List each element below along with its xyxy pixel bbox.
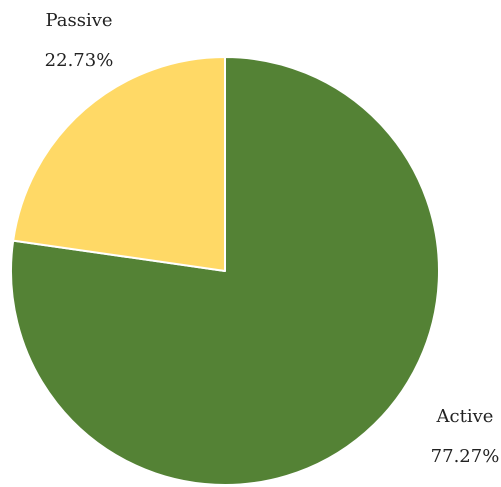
pie-labels: Passive 22.73% Active 77.27%	[45, 10, 500, 467]
slice-label-passive-percent: 22.73%	[45, 50, 114, 71]
pie-slice-passive	[12, 56, 226, 272]
pie-slices	[10, 56, 440, 486]
slice-label-active-name: Active	[436, 406, 494, 427]
slice-label-active-percent: 77.27%	[431, 446, 500, 467]
slice-label-passive-name: Passive	[45, 10, 112, 31]
